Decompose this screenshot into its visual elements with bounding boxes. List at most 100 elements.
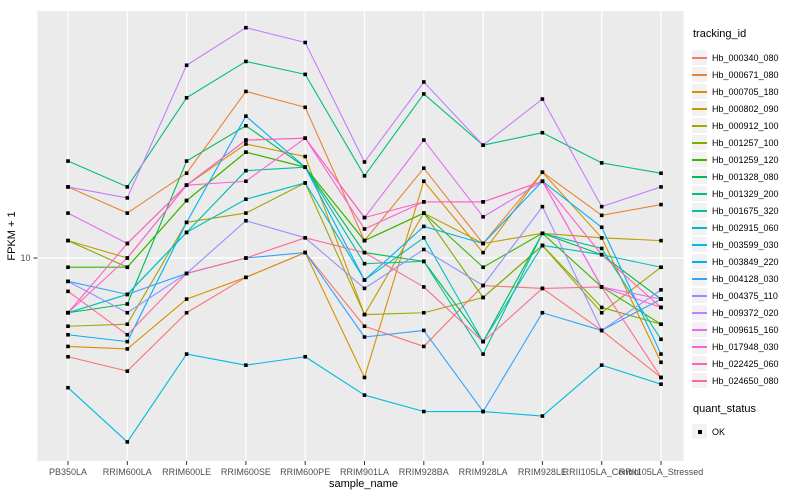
data-point bbox=[125, 185, 130, 189]
legend-item-quant-ok: OK bbox=[692, 423, 798, 440]
legend-key-icon bbox=[692, 169, 707, 184]
legend-item-label: Hb_001329_200 bbox=[712, 188, 779, 199]
legend-key-icon bbox=[692, 135, 707, 150]
data-point bbox=[659, 297, 663, 301]
data-point bbox=[125, 256, 130, 260]
legend-key-icon bbox=[692, 67, 707, 82]
data-point bbox=[184, 271, 189, 276]
data-point bbox=[66, 332, 70, 337]
data-point bbox=[659, 238, 663, 243]
data-point bbox=[244, 25, 248, 30]
data-point bbox=[362, 324, 367, 329]
data-point bbox=[422, 179, 426, 184]
data-point bbox=[599, 328, 604, 333]
data-point bbox=[125, 211, 130, 215]
series-color-line-icon bbox=[692, 328, 707, 331]
x-tick-label: RRIM600LA bbox=[103, 467, 152, 477]
data-point bbox=[599, 225, 604, 230]
legend-item-label: Hb_001257_100 bbox=[712, 137, 779, 148]
data-point bbox=[184, 310, 189, 315]
data-point bbox=[184, 63, 189, 68]
legend-title-tracking-id: tracking_id bbox=[693, 28, 747, 40]
data-point bbox=[540, 130, 545, 135]
data-point bbox=[244, 114, 248, 118]
legend-item-Hb_003849_220: Hb_003849_220 bbox=[692, 253, 798, 270]
data-point bbox=[362, 278, 367, 282]
data-point bbox=[362, 312, 367, 317]
data-point bbox=[599, 246, 604, 251]
data-point bbox=[422, 236, 426, 240]
data-point bbox=[66, 211, 70, 215]
quant-ok-key-icon bbox=[692, 424, 707, 439]
legend-item-label: Hb_000671_080 bbox=[712, 69, 779, 80]
legend-item-label: Hb_004128_030 bbox=[712, 273, 779, 284]
data-point bbox=[66, 324, 70, 329]
data-point bbox=[184, 159, 189, 163]
data-point bbox=[481, 409, 485, 414]
black-square-marker-icon bbox=[697, 429, 702, 434]
legend-title-quant-status: quant_status bbox=[693, 403, 756, 415]
data-point bbox=[599, 161, 604, 165]
data-point bbox=[422, 166, 426, 170]
legend-item-label: OK bbox=[712, 426, 726, 437]
data-point bbox=[481, 215, 485, 219]
legend-key-icon bbox=[692, 50, 707, 65]
legend-key-icon bbox=[692, 84, 707, 99]
legend-item-Hb_003599_030: Hb_003599_030 bbox=[692, 236, 798, 253]
data-point bbox=[244, 211, 248, 215]
series-color-line-icon bbox=[692, 277, 707, 280]
data-point bbox=[540, 179, 545, 184]
data-point bbox=[659, 375, 663, 380]
data-point bbox=[66, 344, 70, 349]
data-point bbox=[422, 344, 426, 349]
x-tick-label: RRII105LA_Control bbox=[563, 467, 641, 477]
data-point bbox=[481, 339, 485, 344]
legend-item-label: Hb_024650_080 bbox=[712, 375, 779, 386]
data-point bbox=[66, 385, 70, 390]
data-point bbox=[481, 143, 485, 147]
legend-key-icon bbox=[692, 118, 707, 133]
x-tick-label: RRIM600PE bbox=[280, 467, 330, 477]
data-point bbox=[125, 292, 130, 297]
x-axis-title: sample_name bbox=[328, 478, 399, 490]
legend-key-icon bbox=[692, 339, 707, 354]
legend-item-Hb_001675_320: Hb_001675_320 bbox=[692, 202, 798, 219]
data-point bbox=[422, 409, 426, 414]
data-point bbox=[659, 337, 663, 342]
data-point bbox=[540, 231, 545, 236]
legend-item-Hb_001257_100: Hb_001257_100 bbox=[692, 134, 798, 151]
data-point bbox=[659, 322, 663, 327]
series-color-line-icon bbox=[692, 362, 707, 365]
data-point bbox=[184, 198, 189, 203]
series-color-line-icon bbox=[692, 107, 707, 110]
x-tick-label: PB350LA bbox=[49, 467, 87, 477]
series-color-line-icon bbox=[692, 192, 707, 195]
data-point bbox=[540, 204, 545, 209]
legend-item-label: Hb_003599_030 bbox=[712, 239, 779, 250]
data-point bbox=[659, 305, 663, 310]
data-point bbox=[599, 236, 604, 240]
legend-item-Hb_009615_160: Hb_009615_160 bbox=[692, 321, 798, 338]
series-color-line-icon bbox=[692, 209, 707, 212]
series-color-line-icon bbox=[692, 175, 707, 178]
x-tick-label: RRII105LA_Stressed bbox=[619, 467, 704, 477]
data-point bbox=[303, 250, 307, 255]
legend-item-Hb_024650_080: Hb_024650_080 bbox=[692, 372, 798, 389]
data-point bbox=[422, 310, 426, 315]
legend-key-icon bbox=[692, 220, 707, 235]
data-point bbox=[481, 265, 485, 270]
data-point bbox=[422, 92, 426, 96]
data-point bbox=[599, 204, 604, 209]
data-point bbox=[66, 159, 70, 163]
legend-item-label: Hb_022425_060 bbox=[712, 358, 779, 369]
data-point bbox=[481, 250, 485, 255]
series-color-line-icon bbox=[692, 158, 707, 161]
data-point bbox=[66, 289, 70, 294]
data-point bbox=[66, 185, 70, 189]
data-point bbox=[125, 332, 130, 337]
data-point bbox=[303, 136, 307, 140]
data-point bbox=[125, 322, 130, 327]
legend-item-label: Hb_002915_060 bbox=[712, 222, 779, 233]
data-point bbox=[481, 295, 485, 300]
data-point bbox=[599, 363, 604, 367]
